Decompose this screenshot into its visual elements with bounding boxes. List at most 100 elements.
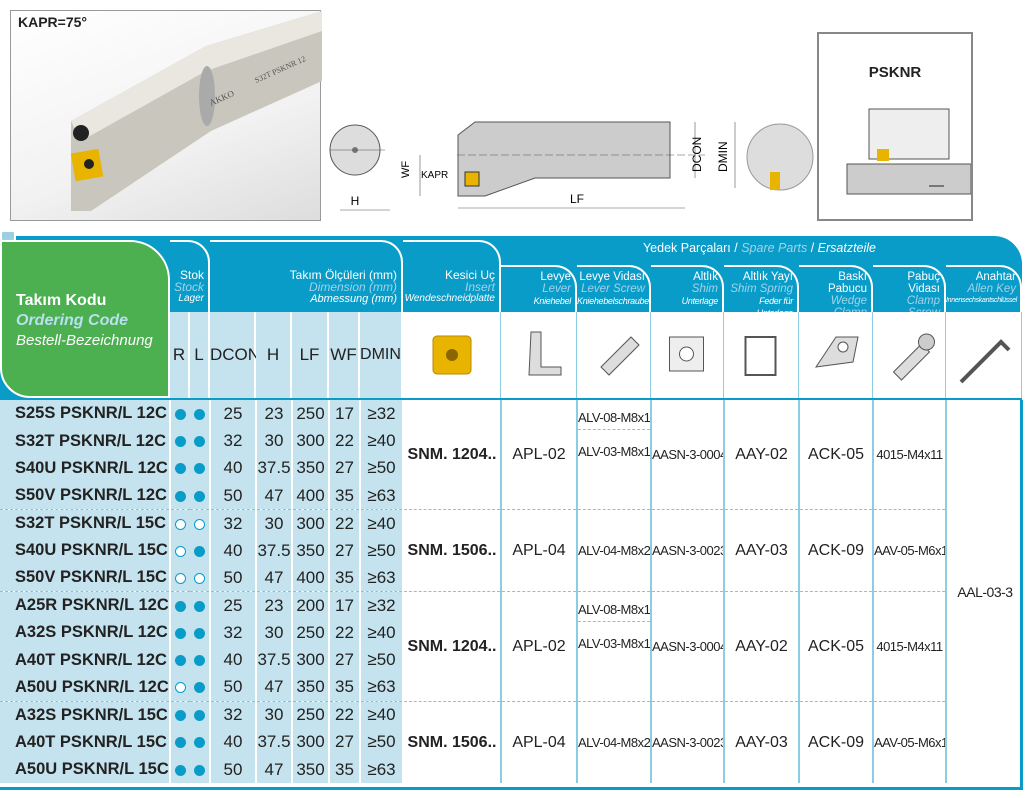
table-row: A50U PSKNR/L 12C 50 47 350 35 ≥63 [0,673,1023,702]
stock-l [190,482,210,510]
stock-r-indicator [175,518,186,530]
part-en: Shim [691,283,718,295]
insert-tr: Kesici Uç [444,268,495,282]
lf-value: 350 [291,756,329,784]
stock-l [190,427,210,455]
wedge-clamp-code: ACK-05 [798,400,873,510]
part-image-4 [799,312,873,398]
profile-box: PSKNR [817,32,973,221]
stock-l-indicator [194,627,205,639]
part-tr: Levye Vidası [579,271,645,283]
dmin-label: DMIN [716,141,730,172]
lf-value: 350 [291,454,329,483]
h-value: 37.5 [255,536,292,565]
lever-screw-cell: ALV-04-M8x22 [576,700,651,784]
stock-l [190,564,210,592]
wedge-clamp-code: ACK-09 [798,700,873,784]
insert-code: SNM. 1506.. [402,700,501,784]
ordering-code-header: Takım Kodu Ordering Code Bestell-Bezeich… [0,240,170,398]
profile-title: PSKNR [868,64,922,81]
stock-r [169,509,190,537]
stock-r-indicator [175,600,186,612]
lf-value: 400 [291,482,329,510]
part-image-0 [501,312,577,398]
col-wf: WF [329,312,360,398]
stock-r [169,756,190,784]
insert-image [403,312,501,398]
ordering-code: S25S PSKNR/L 12C [0,400,170,428]
shim-spring-icon [744,336,777,376]
shim-spring-code: AAY-03 [723,700,799,784]
h-label: H [351,194,360,208]
part-tr: Anahtar [975,271,1016,283]
part-image-5 [873,312,946,398]
table-row: A40T PSKNR/L 15C 40 37.5 300 27 ≥50 [0,728,1023,757]
insert-en: Insert [464,280,495,294]
ordering-code: S40U PSKNR/L 15C [0,536,170,565]
table-row: S40U PSKNR/L 15C 40 37.5 350 27 ≥50 [0,536,1023,565]
lf-value: 350 [291,673,329,702]
table-row: A50U PSKNR/L 15C 50 47 350 35 ≥63 [0,756,1023,784]
stock-l [190,454,210,483]
col-lf: LF [292,312,329,398]
stock-r-indicator [175,627,186,639]
ordering-de: Bestell-Bezeichnung [16,332,153,349]
stock-l [190,619,210,647]
wf-value: 27 [328,728,360,757]
stock-r-indicator [175,490,186,502]
boring-bar-photo: AKKO S32T PSKNR 12 [70,11,322,211]
stock-l-indicator [194,737,205,749]
table-row: A25R PSKNR/L 12C 25 23 200 17 ≥32 SNM. 1204.. A… [0,591,1023,702]
part-image-1 [577,312,651,398]
dmin-value: ≥40 [359,427,403,455]
tool-photo: AKKO S32T PSKNR 12 [10,10,322,221]
lf-value: 350 [291,536,329,565]
lf-value: 200 [291,591,329,620]
stock-l [190,728,210,757]
part-en: Shim Spring [730,283,793,295]
stock-tr: Stok [179,268,204,282]
h-value: 47 [255,564,292,592]
dmin-value: ≥50 [359,454,403,483]
stock-r [169,454,190,483]
insert-icon [432,335,472,375]
lf-value: 250 [291,700,329,729]
lever-screw-code: ALV-04-M8x22 [578,543,651,559]
col-h: H [256,312,292,398]
part-de: Unterlage [681,296,719,306]
wf-value: 27 [328,646,360,674]
insert-code: SNM. 1204.. [402,400,501,510]
part-tr: Pabuç Vidası [907,271,940,295]
dmin-value: ≥63 [359,564,403,592]
lever-code: APL-04 [500,700,577,784]
part-tr: Baskı Pabucu [827,271,867,295]
dcon-value: 50 [209,564,256,592]
dimensions-header: Takım Ölçüleri (mm) Dimension (mm) Abmes… [210,240,403,312]
h-value: 47 [255,482,292,510]
stock-l-indicator [194,600,205,612]
part-en: Lever [542,283,571,295]
part-image-6 [946,312,1022,398]
table-row: S40U PSKNR/L 12C 40 37.5 350 27 ≥50 [0,454,1023,483]
ordering-code: A25R PSKNR/L 12C [0,591,170,620]
stock-l-indicator [194,436,205,448]
stock-l-indicator [194,710,205,722]
part-image-2 [651,312,724,398]
stock-r [169,591,190,620]
shim-code: AASN-3-0004 [650,400,724,510]
wedge-clamp-code: ACK-09 [798,509,873,592]
stock-l [190,673,210,702]
wf-value: 35 [328,673,360,702]
part-image-3 [724,312,799,398]
shim-code: AASN-3-0023 [650,700,724,784]
part-en: Lever Screw [581,283,645,295]
part-de: Kniehebelschraube [577,296,649,306]
dmin-value: ≥63 [359,756,403,784]
shim-spring-code: AAY-03 [723,509,799,592]
stock-r [169,427,190,455]
stock-r-indicator [175,710,186,722]
part-header-6: Anahtar Allen Key Innensechskantschlüssel [946,265,1022,312]
shim-code: AASN-3-0004 [650,591,724,702]
table-row: S32T PSKNR/L 15C 32 30 300 22 ≥40 SNM. 1506.. A… [0,509,1023,592]
